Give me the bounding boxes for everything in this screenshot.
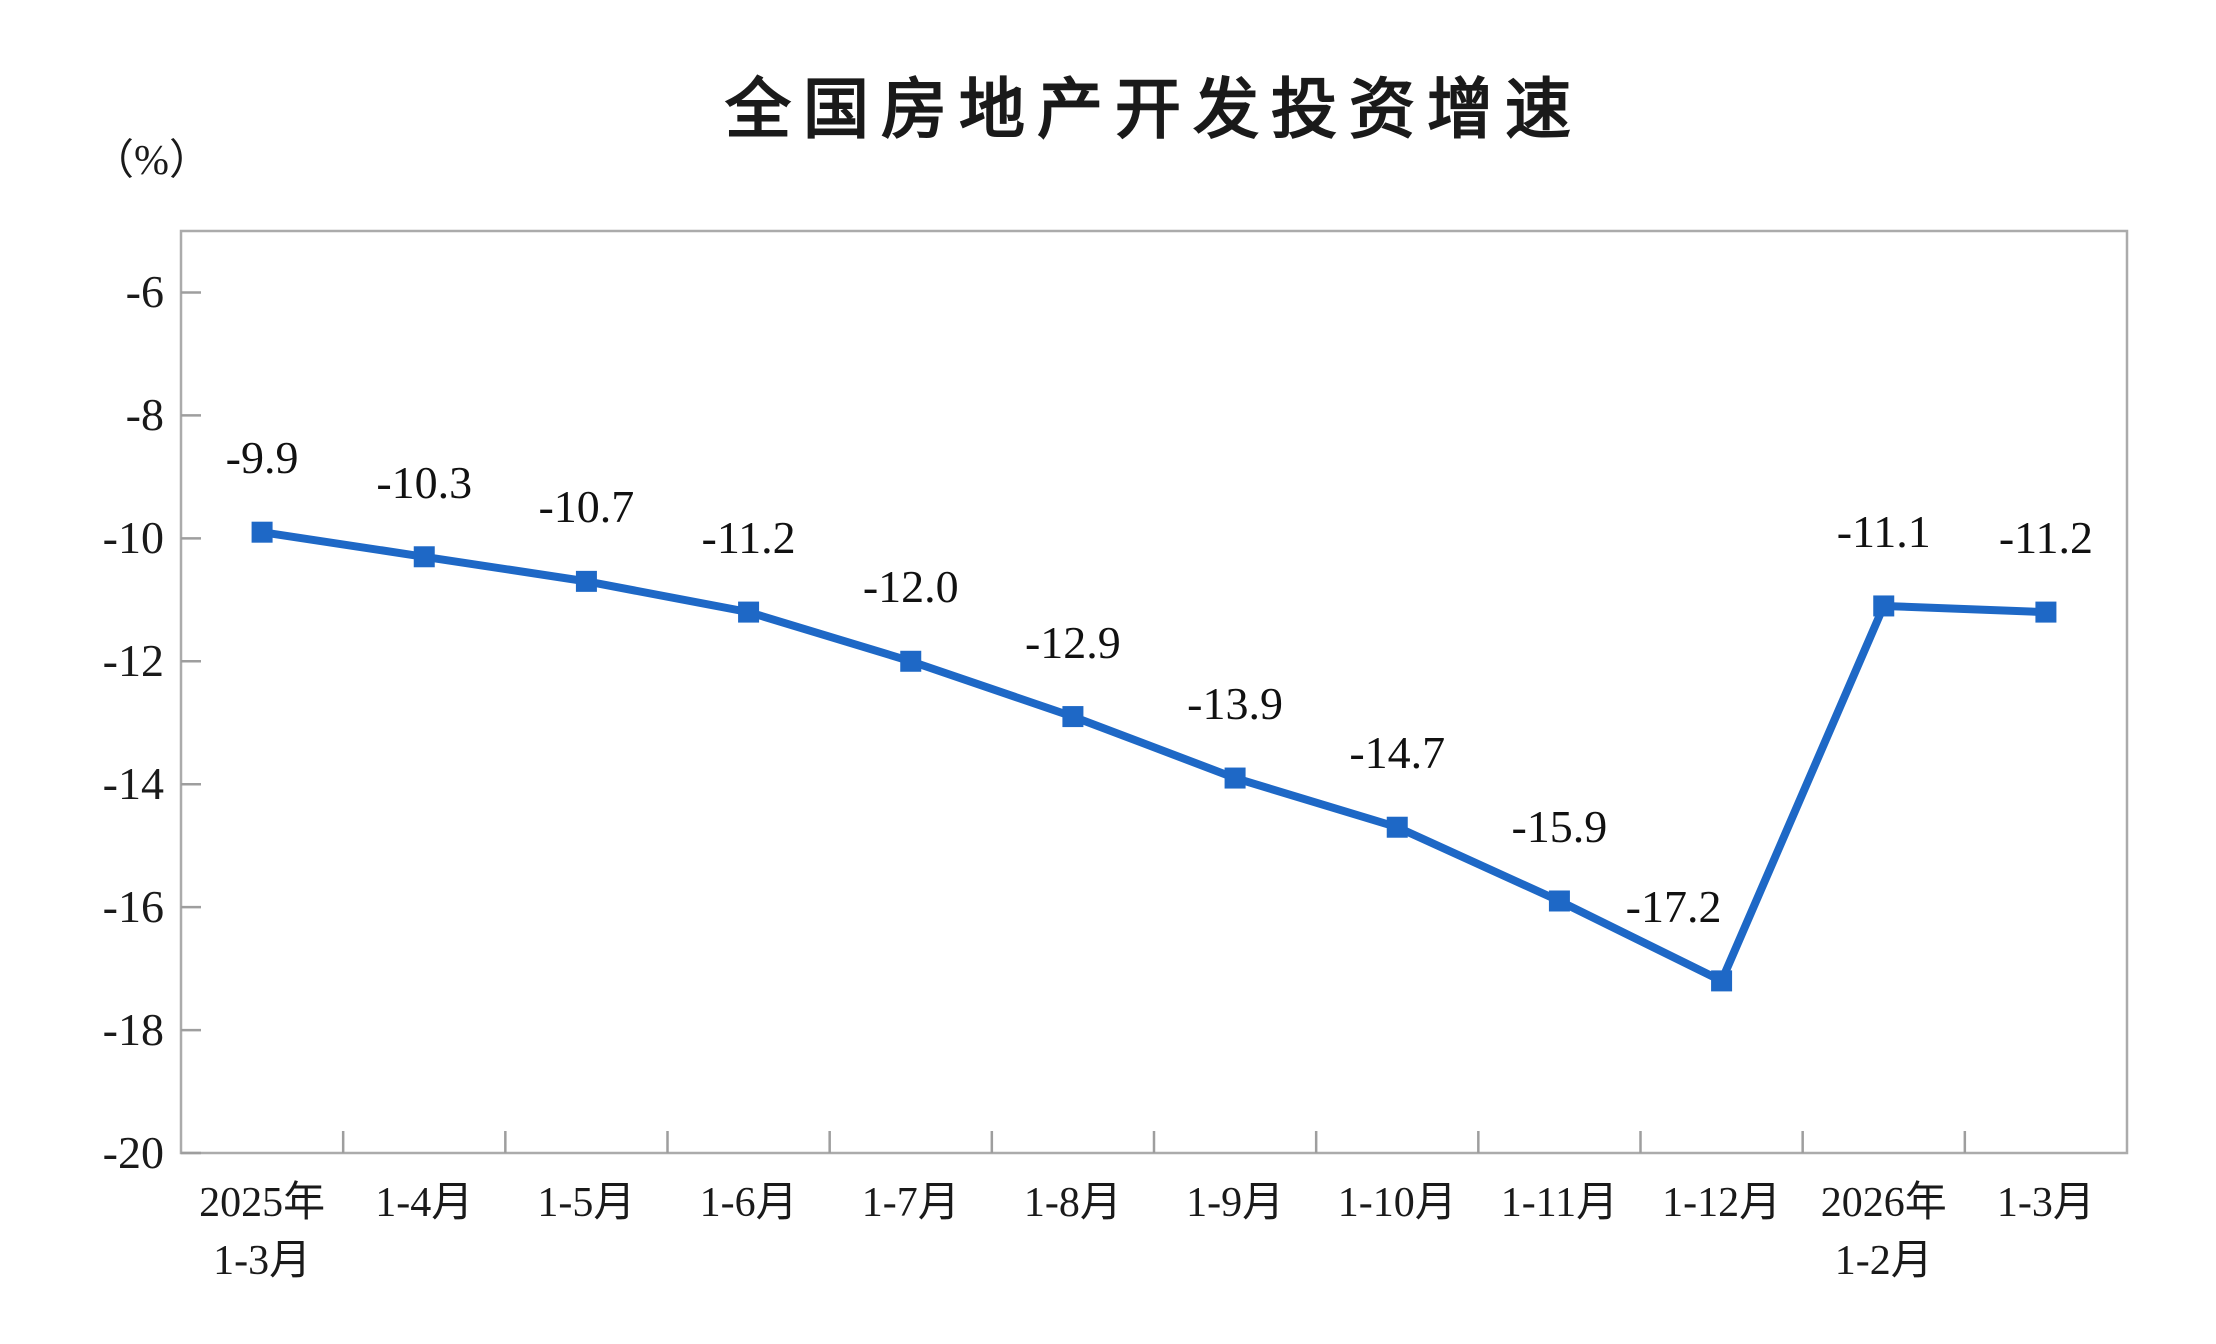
x-axis-tick-label: 1-7月 — [861, 1180, 960, 1226]
data-label: -14.7 — [1349, 727, 1446, 779]
x-axis-tick-label: 1-10月 — [1337, 1180, 1457, 1226]
y-axis-tick-label: -18 — [102, 1004, 164, 1056]
x-axis-tick-label: 2026年 1-2月 — [1820, 1180, 1947, 1284]
data-point-marker — [2035, 601, 2057, 623]
data-point-marker — [1224, 767, 1246, 789]
x-axis-tick-label: 1-9月 — [1186, 1180, 1285, 1226]
x-axis-tick-label: 1-3月 — [1996, 1180, 2095, 1226]
x-axis-tick-label: 1-12月 — [1662, 1180, 1782, 1226]
data-point-marker — [900, 650, 922, 672]
y-axis-tick-label: -10 — [102, 512, 164, 564]
data-label: -10.3 — [376, 456, 473, 508]
x-axis-tick-label: 1-11月 — [1500, 1180, 1619, 1226]
data-label: -11.1 — [1836, 505, 1931, 557]
y-axis-unit-label: （%） — [92, 138, 211, 184]
data-label: -17.2 — [1625, 880, 1722, 932]
data-label: -9.9 — [225, 432, 299, 484]
y-axis-tick-label: -20 — [102, 1127, 164, 1178]
y-axis-tick-label: -12 — [102, 635, 164, 687]
chart-title: 全国房地产开发投资增速 — [725, 72, 1583, 146]
data-point-marker — [1062, 706, 1084, 728]
data-line-series — [261, 528, 2047, 987]
data-label: -10.7 — [538, 481, 635, 533]
x-axis-tick-label: 1-6月 — [699, 1180, 798, 1226]
data-label: -11.2 — [1998, 512, 2093, 564]
data-point-marker — [1386, 816, 1408, 838]
data-point-marker — [1711, 970, 1733, 992]
x-axis-tick-label: 1-8月 — [1023, 1180, 1122, 1226]
data-point-marker — [1548, 890, 1570, 912]
y-axis-tick-label: -16 — [102, 881, 164, 933]
data-point-marker — [413, 546, 435, 568]
x-axis-tick-label: 2025年 1-3月 — [199, 1180, 326, 1284]
data-label: -12.9 — [1024, 616, 1121, 668]
x-axis-tick-label: 1-4月 — [375, 1180, 474, 1226]
y-axis-tick-label: -8 — [125, 389, 164, 441]
data-point-marker — [1873, 595, 1895, 617]
data-label: -11.2 — [701, 512, 796, 564]
data-point-marker — [251, 521, 273, 543]
plot-border — [179, 229, 2129, 1155]
y-axis-tick-label: -14 — [102, 758, 164, 810]
data-label: -13.9 — [1187, 678, 1283, 730]
y-axis-tick-label: -6 — [125, 266, 164, 318]
data-point-marker — [738, 601, 760, 623]
data-point-marker — [575, 570, 597, 592]
x-axis-tick-label: 1-5月 — [537, 1180, 636, 1226]
data-label: -15.9 — [1511, 800, 1608, 852]
data-label: -12.0 — [862, 561, 959, 613]
